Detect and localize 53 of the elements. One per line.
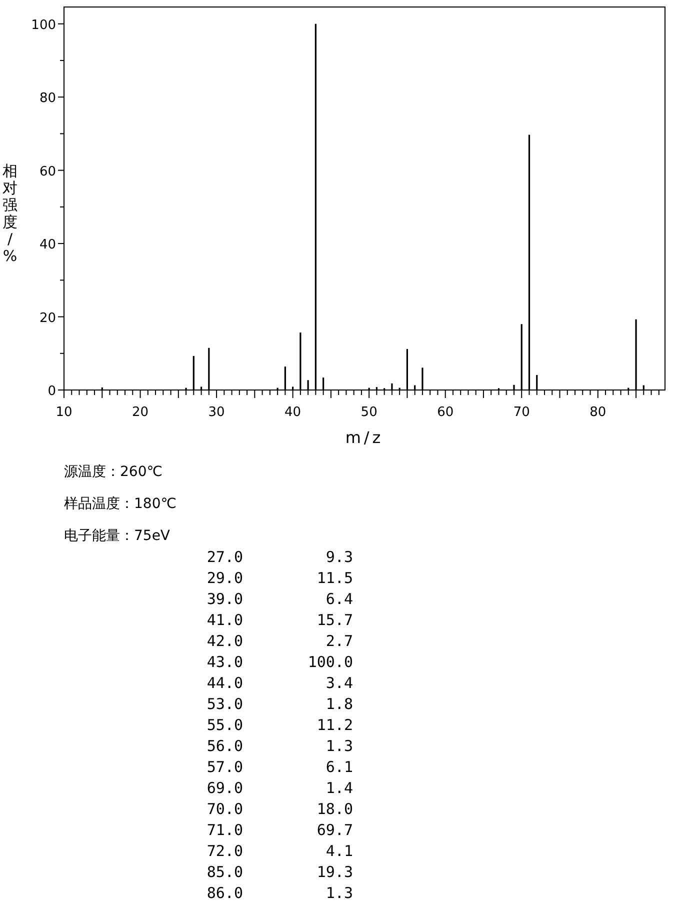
y-tick-label: 80 [39, 91, 56, 106]
text: 2.7 [326, 632, 353, 650]
text: 3.4 [326, 674, 353, 692]
text: 56.0 [206, 737, 243, 755]
x-tick-label: 10 [56, 405, 72, 420]
y-tick-label: 60 [39, 164, 56, 180]
text: 55.0 [206, 716, 243, 734]
y-tick-label: 100 [31, 18, 56, 33]
x-axis-title: m/z [345, 428, 384, 447]
text: 1.3 [326, 737, 353, 755]
text: 86.0 [206, 884, 243, 902]
x-tick-label: 80 [590, 405, 606, 420]
y-tick-label: 0 [48, 384, 56, 399]
text: 43.0 [206, 653, 243, 671]
text: 100.0 [308, 653, 353, 671]
text: 19.3 [316, 863, 353, 881]
text: 39.0 [206, 590, 243, 608]
text: 29.0 [206, 569, 243, 587]
text: 53.0 [206, 695, 243, 713]
x-tick-label: 20 [132, 405, 149, 420]
text: 电子能量：75eV [64, 528, 170, 544]
text: 4.1 [326, 842, 353, 860]
text: 9.3 [326, 548, 353, 566]
text: 72.0 [206, 842, 243, 860]
text: 6.4 [326, 590, 353, 608]
text: 源温度：260℃ [64, 464, 162, 480]
text: 41.0 [206, 611, 243, 629]
text: 27.0 [206, 548, 243, 566]
text: 18.0 [316, 800, 353, 818]
text: 11.5 [316, 569, 353, 587]
x-tick-label: 30 [208, 405, 225, 420]
text: 69.0 [206, 779, 243, 797]
text: 1.8 [326, 695, 353, 713]
text: 44.0 [206, 674, 243, 692]
y-tick-label: 40 [39, 238, 56, 253]
x-tick-label: 50 [360, 405, 378, 420]
text: 71.0 [206, 821, 243, 839]
y-tick-label: 20 [39, 310, 56, 326]
text: 69.7 [316, 821, 353, 839]
text: 样品温度：180℃ [64, 496, 176, 512]
text: 70.0 [206, 800, 243, 818]
x-tick-label: 70 [513, 405, 530, 420]
text: 6.1 [326, 758, 353, 776]
text: 15.7 [316, 611, 353, 629]
text: 85.0 [206, 863, 243, 881]
text: 1.4 [326, 779, 353, 797]
text: 57.0 [206, 758, 243, 776]
y-axis-title: 相对强度/% [2, 162, 18, 265]
x-tick-label: 60 [437, 405, 454, 420]
text: 1.3 [326, 884, 353, 902]
x-tick-label: 40 [284, 405, 302, 420]
text: 11.2 [316, 716, 353, 734]
text: 42.0 [206, 632, 243, 650]
